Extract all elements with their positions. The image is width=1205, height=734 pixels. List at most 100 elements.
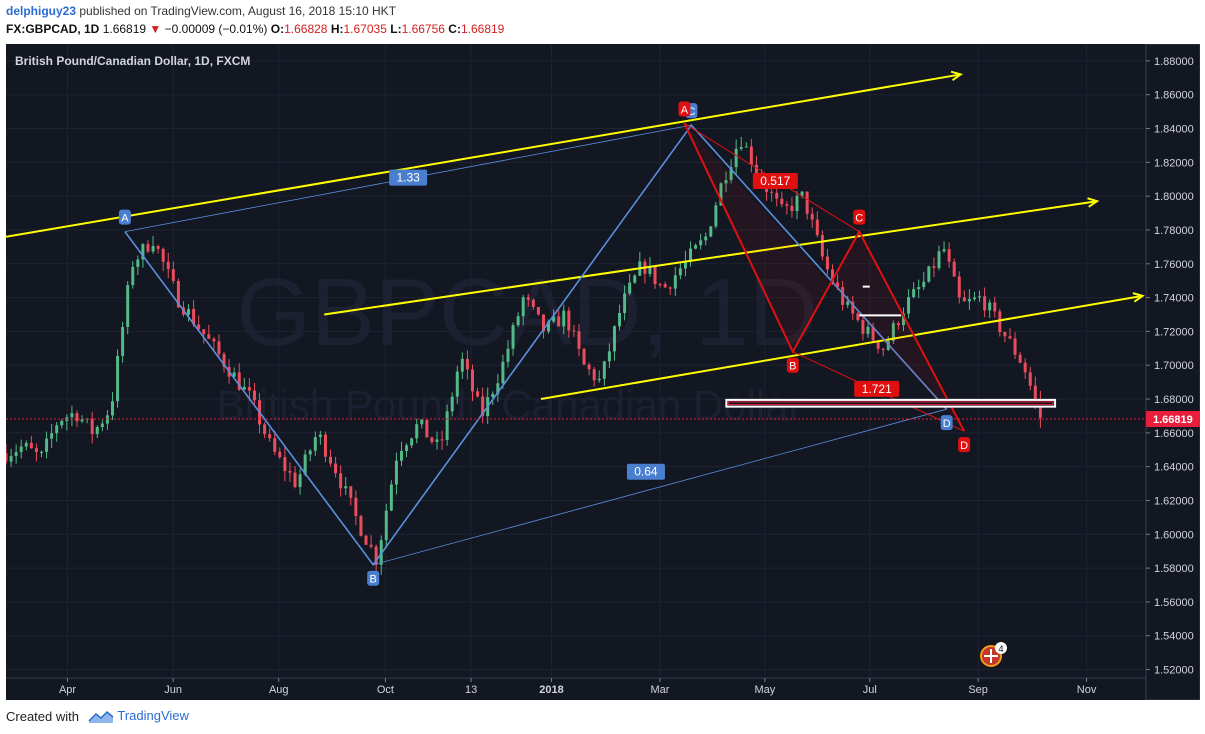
- down-arrow-icon: ▼: [149, 22, 162, 36]
- blue-point-label: B: [370, 574, 377, 586]
- price-tick-label: 1.68000: [1154, 394, 1194, 406]
- candle-body: [861, 320, 865, 334]
- candle-body: [1028, 372, 1032, 386]
- candle-body: [927, 266, 931, 282]
- chart-area[interactable]: GBPCAD, 1D British Pound / Canadian Dolla…: [4, 43, 1201, 701]
- candle-body: [1023, 362, 1027, 373]
- price-tick-label: 1.80000: [1154, 191, 1194, 203]
- candle-body: [1033, 385, 1037, 400]
- price-tick-label: 1.70000: [1154, 360, 1194, 372]
- candle-body: [729, 167, 733, 181]
- low-label: L:: [390, 22, 402, 36]
- candle-body: [983, 296, 987, 311]
- candle-body: [384, 510, 388, 541]
- symbol-label: FX:GBPCAD, 1D: [6, 22, 100, 36]
- candle-body: [116, 355, 120, 402]
- candle-body: [851, 301, 855, 314]
- candle-body: [881, 348, 885, 350]
- candle-body: [288, 471, 292, 473]
- candle-body: [50, 433, 54, 439]
- candle-body: [947, 249, 951, 262]
- candle-body: [501, 361, 505, 384]
- candle-body: [95, 427, 99, 435]
- candle-body: [242, 386, 246, 390]
- candle-body: [998, 311, 1002, 333]
- candle-body: [749, 146, 753, 165]
- price-tick-label: 1.66000: [1154, 428, 1194, 440]
- blue-point-label-bg: [367, 570, 380, 586]
- candle-body: [516, 316, 520, 326]
- candle-body: [942, 249, 946, 252]
- high-value: 1.67035: [343, 22, 387, 36]
- candle-body: [496, 383, 500, 394]
- candle-body: [415, 424, 419, 439]
- candle-body: [815, 219, 819, 236]
- candle-body: [957, 276, 961, 298]
- candle-body: [450, 396, 454, 412]
- candle-body: [795, 195, 799, 212]
- candle-body: [445, 411, 449, 440]
- candle-body: [45, 438, 49, 452]
- candle-body: [536, 306, 540, 315]
- blue-point-label: A: [121, 213, 129, 225]
- blue-point-label-bg: [940, 415, 953, 431]
- candle-body: [612, 326, 616, 352]
- candle-body: [171, 269, 175, 281]
- author-link[interactable]: delphiguy23: [6, 4, 77, 18]
- candle-body: [582, 348, 586, 365]
- candle-body: [359, 516, 363, 536]
- candle-body: [699, 240, 703, 246]
- candle-body: [937, 251, 941, 269]
- candle-body: [14, 452, 18, 457]
- watermark-subtitle: British Pound / Canadian Dollar: [217, 381, 803, 428]
- candle-body: [648, 266, 652, 274]
- time-tick-label: Apr: [59, 684, 76, 696]
- publish-line: delphiguy23 published on TradingView.com…: [6, 4, 396, 18]
- candle-body: [932, 266, 936, 269]
- candle-body: [237, 372, 241, 390]
- candle-body: [506, 348, 510, 362]
- candle-body: [922, 281, 926, 288]
- red-pattern-legs: [683, 123, 966, 432]
- red-point-label-bg: [786, 357, 799, 373]
- candle-body: [318, 434, 322, 438]
- candle-body: [744, 146, 748, 148]
- candle-body: [298, 474, 302, 487]
- candle-body: [704, 236, 708, 241]
- candle-body: [39, 451, 43, 453]
- blue-point-label: D: [943, 418, 951, 430]
- time-tick-label: Jun: [164, 684, 182, 696]
- price-tick-label: 1.62000: [1154, 495, 1194, 507]
- red-point-label: C: [855, 213, 863, 225]
- candle-body: [60, 420, 64, 426]
- time-tick-label: Aug: [269, 684, 289, 696]
- candle-body: [967, 299, 971, 302]
- candle-body: [344, 486, 348, 489]
- last-price-label: 1.66819: [1153, 414, 1193, 426]
- trend-arrow-head: [1087, 197, 1100, 208]
- candle-body: [400, 450, 404, 461]
- price-tick-label: 1.60000: [1154, 529, 1194, 541]
- candle-body: [658, 284, 662, 286]
- candle-body: [334, 463, 338, 474]
- candle-body: [587, 364, 591, 370]
- last-price-tag: [1146, 411, 1200, 428]
- price-tick-label: 1.54000: [1154, 631, 1194, 643]
- high-label: H:: [330, 22, 344, 36]
- candle-body: [110, 401, 114, 416]
- candle-body: [374, 546, 378, 565]
- candle-body: [623, 293, 627, 314]
- time-tick-label: Nov: [1077, 684, 1097, 696]
- support-zone: [725, 398, 1057, 408]
- candle-body: [329, 456, 333, 464]
- tradingview-link[interactable]: TradingView: [88, 708, 189, 724]
- candle-body: [252, 390, 256, 401]
- price-chart[interactable]: GBPCAD, 1D British Pound / Canadian Dolla…: [4, 43, 1201, 701]
- candle-body: [836, 282, 840, 288]
- red-ratio-label: 1.721: [862, 382, 892, 396]
- candle-body: [293, 472, 297, 487]
- candle-body: [724, 180, 728, 184]
- open-label: O:: [270, 22, 285, 36]
- candle-body: [440, 439, 444, 441]
- candle-body: [577, 331, 581, 349]
